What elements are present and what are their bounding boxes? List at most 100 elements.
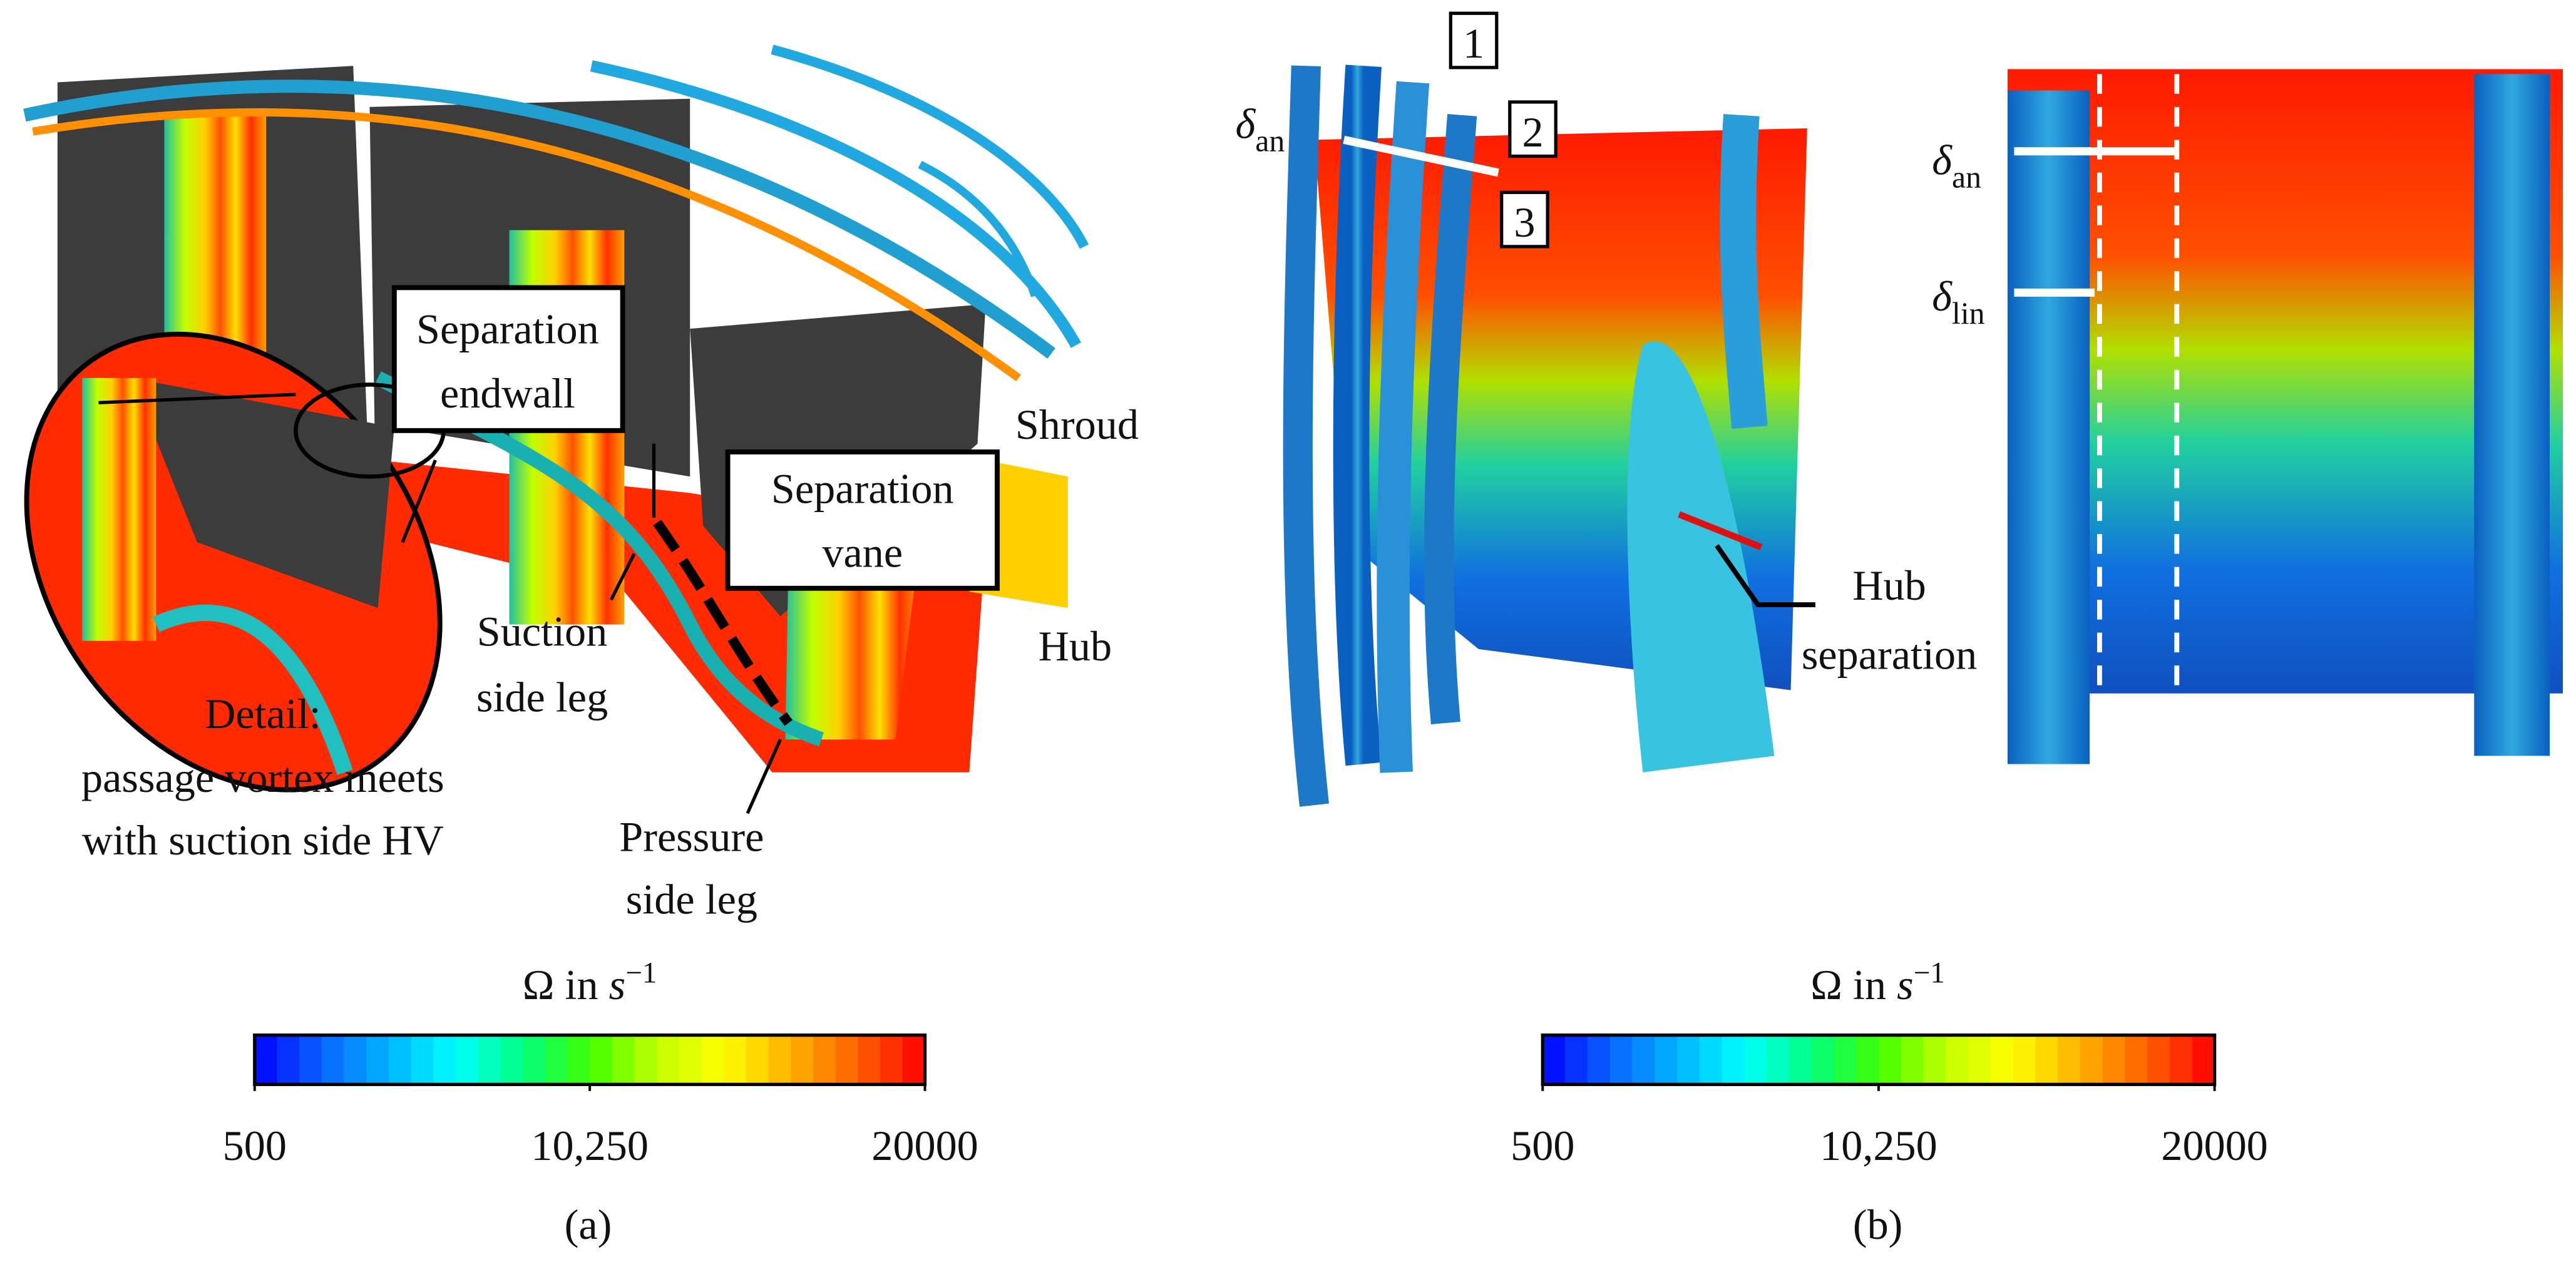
delta-sub: an	[1255, 124, 1285, 158]
colorbar-band	[1788, 1035, 1812, 1085]
colorbar-band	[1834, 1035, 1857, 1085]
colorbar-band	[1565, 1035, 1589, 1085]
annotation: endwall	[440, 369, 575, 417]
panel-label: (b)	[1853, 1201, 1903, 1248]
detail-connector	[98, 392, 296, 404]
colorbar-band	[813, 1035, 837, 1085]
pressure-leg-marker	[653, 520, 793, 726]
colorbar-band	[1699, 1035, 1723, 1085]
vortex-column	[1283, 65, 1329, 807]
colorbar-band	[679, 1035, 702, 1085]
colorbar-band	[1990, 1035, 2014, 1085]
colorbar-title: Ω in s−1	[523, 957, 657, 1008]
delta-sub: lin	[1952, 296, 1985, 331]
colorbar-band	[277, 1035, 300, 1085]
colorbar-band	[612, 1035, 635, 1085]
colorbar-tick-label: 500	[1511, 1122, 1574, 1169]
colorbar-band	[1811, 1035, 1835, 1085]
annotation: Pressure	[619, 813, 764, 861]
colorbar-band	[1722, 1035, 1745, 1085]
colorbar-band	[455, 1035, 480, 1085]
tube	[32, 108, 1021, 382]
colorbar-title: Ω in s−1	[1810, 957, 1945, 1008]
colorbar-band	[1856, 1035, 1880, 1085]
colorbar-band	[433, 1035, 457, 1085]
tube	[374, 371, 824, 747]
colorbar-band	[344, 1035, 367, 1085]
delta-label: δlin	[1932, 272, 1984, 331]
colorbar-band	[500, 1035, 524, 1085]
colorbar-tick-label: 500	[223, 1122, 287, 1169]
colorbar-band	[2170, 1035, 2194, 1085]
annotation: Suction	[477, 608, 607, 655]
marker-label: 1	[1463, 19, 1484, 67]
colorbar-tick-label: 10,250	[531, 1122, 649, 1169]
colorbar-band	[746, 1035, 769, 1085]
colorbar-band	[2192, 1035, 2215, 1085]
vortex-column	[1424, 114, 1477, 725]
colorbar-band	[2013, 1035, 2036, 1085]
colorbar-band	[2058, 1035, 2081, 1085]
vortex-column	[2474, 74, 2550, 756]
colorbar-band	[545, 1035, 568, 1085]
annotation: side leg	[476, 674, 608, 721]
render-a	[23, 44, 1089, 814]
colorbar-band	[724, 1035, 747, 1085]
colorbar-band	[590, 1035, 613, 1085]
colorbar-band	[701, 1035, 725, 1085]
leader-line	[746, 739, 782, 814]
detail-blade	[131, 377, 394, 608]
colorbar-band	[567, 1035, 591, 1085]
colorbar-band	[1655, 1035, 1678, 1085]
colorbar-band	[1946, 1035, 1969, 1085]
colorbar-band	[791, 1035, 814, 1085]
annotation: Hub	[1039, 622, 1112, 670]
colorbar-band	[634, 1035, 658, 1085]
colorbar-tick-label: 20000	[2161, 1122, 2268, 1169]
delta-line	[1343, 135, 1499, 177]
delta-symbol: δ	[1932, 136, 1953, 183]
colorbar-band	[1632, 1035, 1656, 1085]
colorbar-band	[1587, 1035, 1611, 1085]
annotation: Separation	[416, 305, 599, 353]
colorbar-title-exponent: −1	[625, 957, 657, 990]
colorbar-band	[1878, 1035, 1902, 1085]
colorbar-title-exponent: −1	[1914, 957, 1945, 990]
vortex-column	[1720, 114, 1768, 429]
colorbar-band	[858, 1035, 881, 1085]
render-b-right	[2007, 69, 2563, 764]
colorbar-band	[299, 1035, 323, 1085]
colorbar-band	[523, 1035, 547, 1085]
tube	[918, 160, 1039, 297]
tube	[23, 80, 1055, 359]
detail-connector	[401, 459, 437, 543]
colorbar-tick-label: 20000	[871, 1122, 978, 1169]
colorbar-band	[2125, 1035, 2148, 1085]
annotation: Shroud	[1015, 401, 1139, 448]
vortex-column	[2007, 90, 2090, 764]
colorbar-band	[2102, 1035, 2126, 1085]
colorbar-band	[321, 1035, 345, 1085]
vortex-column	[1377, 81, 1430, 773]
colorbar-band	[1767, 1035, 1790, 1085]
leader-line	[1715, 544, 1815, 607]
colorbar-title-text: Ω in	[523, 961, 598, 1008]
detail-cylinder	[82, 377, 157, 641]
colorbar-band	[1744, 1035, 1768, 1085]
colorbar-band	[2147, 1035, 2171, 1085]
colorbar-band	[880, 1035, 904, 1085]
colorbar-title-variable: s	[1897, 961, 1914, 1008]
colorbar-band	[1968, 1035, 1992, 1085]
red-arrow	[1678, 511, 1763, 551]
colorbar-band	[2035, 1035, 2059, 1085]
annotations-a: Separation endwall Separation vane Shrou…	[81, 305, 1139, 1248]
colorbar-band	[1901, 1035, 1924, 1085]
detail-tube	[152, 604, 353, 775]
marker-box	[1500, 190, 1549, 249]
delta-label: δan	[1236, 100, 1285, 158]
colorbar-band	[768, 1035, 792, 1085]
vortex-column	[1333, 64, 1382, 766]
colorbar-band	[411, 1035, 434, 1085]
